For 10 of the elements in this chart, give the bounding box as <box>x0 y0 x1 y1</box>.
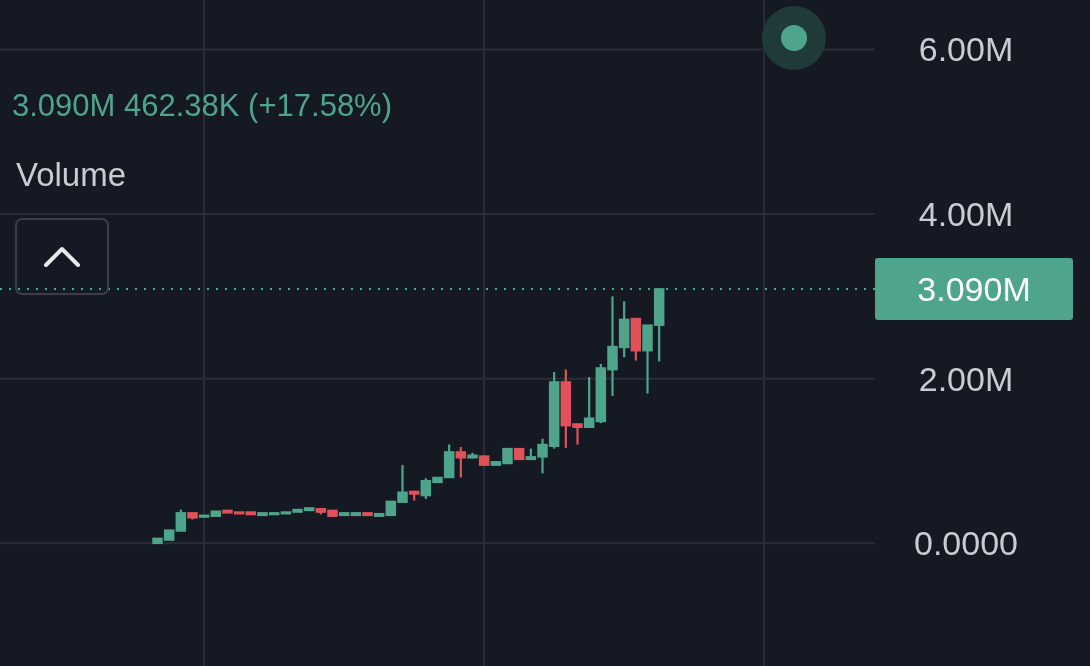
candlestick <box>583 375 595 429</box>
candlestick <box>175 508 187 533</box>
text: 3.090M 462.38K (+17.58%) <box>12 88 393 123</box>
candlestick <box>455 445 467 479</box>
y-tick-label: 2.00M <box>918 359 1014 398</box>
y-tick-label: 0.0000 <box>914 524 1018 563</box>
y-tick-label: 4.00M <box>918 194 1014 233</box>
ref-line-label: 3.090M <box>917 269 1031 308</box>
y-tick-label: 6.00M <box>918 30 1014 69</box>
annotation: Volume <box>16 156 127 193</box>
